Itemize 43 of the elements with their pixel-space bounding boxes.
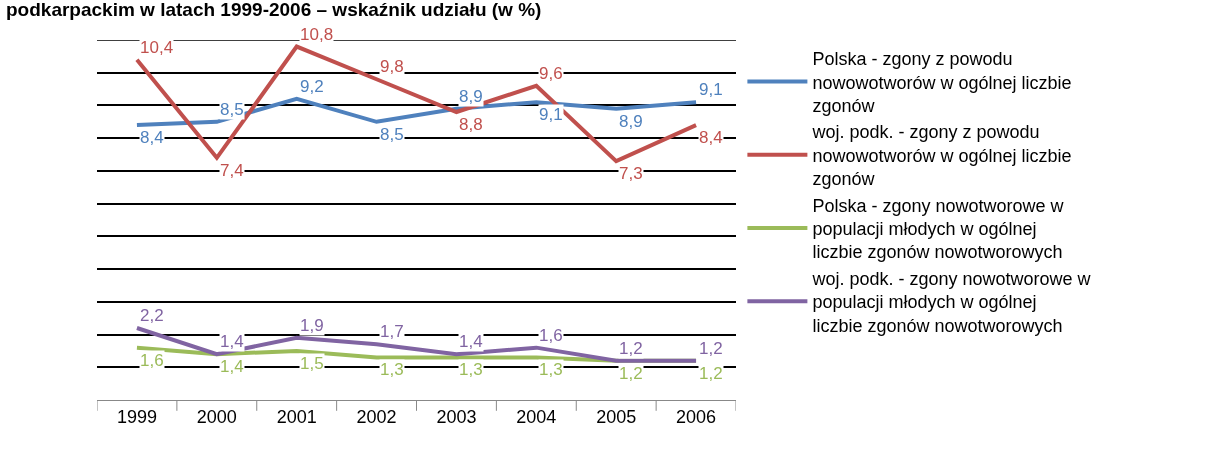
data-label: 1,7 [380, 322, 404, 341]
data-label: 1,6 [140, 351, 164, 370]
data-label: 8,8 [459, 115, 483, 134]
data-label: 1,2 [619, 364, 643, 383]
data-label: 9,2 [300, 77, 324, 96]
data-label: 1,5 [300, 354, 324, 373]
data-label: 1,4 [220, 332, 244, 351]
data-label: 1,4 [459, 332, 483, 351]
chart-title: podkarpackim w latach 1999-2006 – wskaźnik udziału (w %) [6, 0, 542, 20]
x-tick-label: 2001 [276, 406, 317, 427]
data-label: 8,4 [699, 128, 723, 147]
data-label: 7,3 [619, 164, 643, 183]
x-tick-label: 2005 [596, 406, 637, 427]
data-label: 1,6 [539, 326, 563, 345]
data-label: 2,2 [140, 306, 164, 325]
data-label: 1,3 [459, 360, 483, 379]
x-tick-label: 2000 [196, 406, 237, 427]
data-label: 8,9 [459, 87, 483, 106]
data-label: 1,4 [220, 357, 244, 376]
x-tick-label: 1999 [116, 406, 157, 427]
data-label: 9,1 [539, 105, 563, 124]
data-label: 9,6 [539, 64, 563, 83]
data-label: 10,8 [300, 25, 334, 44]
x-tick-label: 2002 [356, 406, 397, 427]
legend-label: woj. podk. - zgony z powodu nowowotworów w ogólnej liczbie zgonów [811, 122, 1072, 190]
x-tick-label: 2003 [436, 406, 477, 427]
data-label: 8,5 [220, 100, 244, 119]
data-label: 7,4 [220, 161, 244, 180]
data-label: 8,9 [619, 112, 643, 131]
data-label: 9,8 [380, 57, 404, 76]
legend-label: woj. podk. - zgony nowotworowe w populacji młodych w ogólnej liczbie zgonów nowotworowych [811, 268, 1092, 336]
x-tick-label: 2004 [516, 406, 557, 427]
data-label: 1,3 [539, 360, 563, 379]
data-label: 1,2 [699, 339, 723, 358]
data-label: 1,9 [300, 316, 324, 335]
data-label: 1,2 [619, 339, 643, 358]
data-label: 8,4 [140, 128, 164, 147]
data-label: 8,5 [380, 125, 404, 144]
x-tick-label: 2006 [676, 406, 717, 427]
data-label: 1,3 [380, 360, 404, 379]
data-label: 1,2 [699, 364, 723, 383]
data-label: 10,4 [140, 38, 174, 57]
data-label: 9,1 [699, 80, 723, 99]
